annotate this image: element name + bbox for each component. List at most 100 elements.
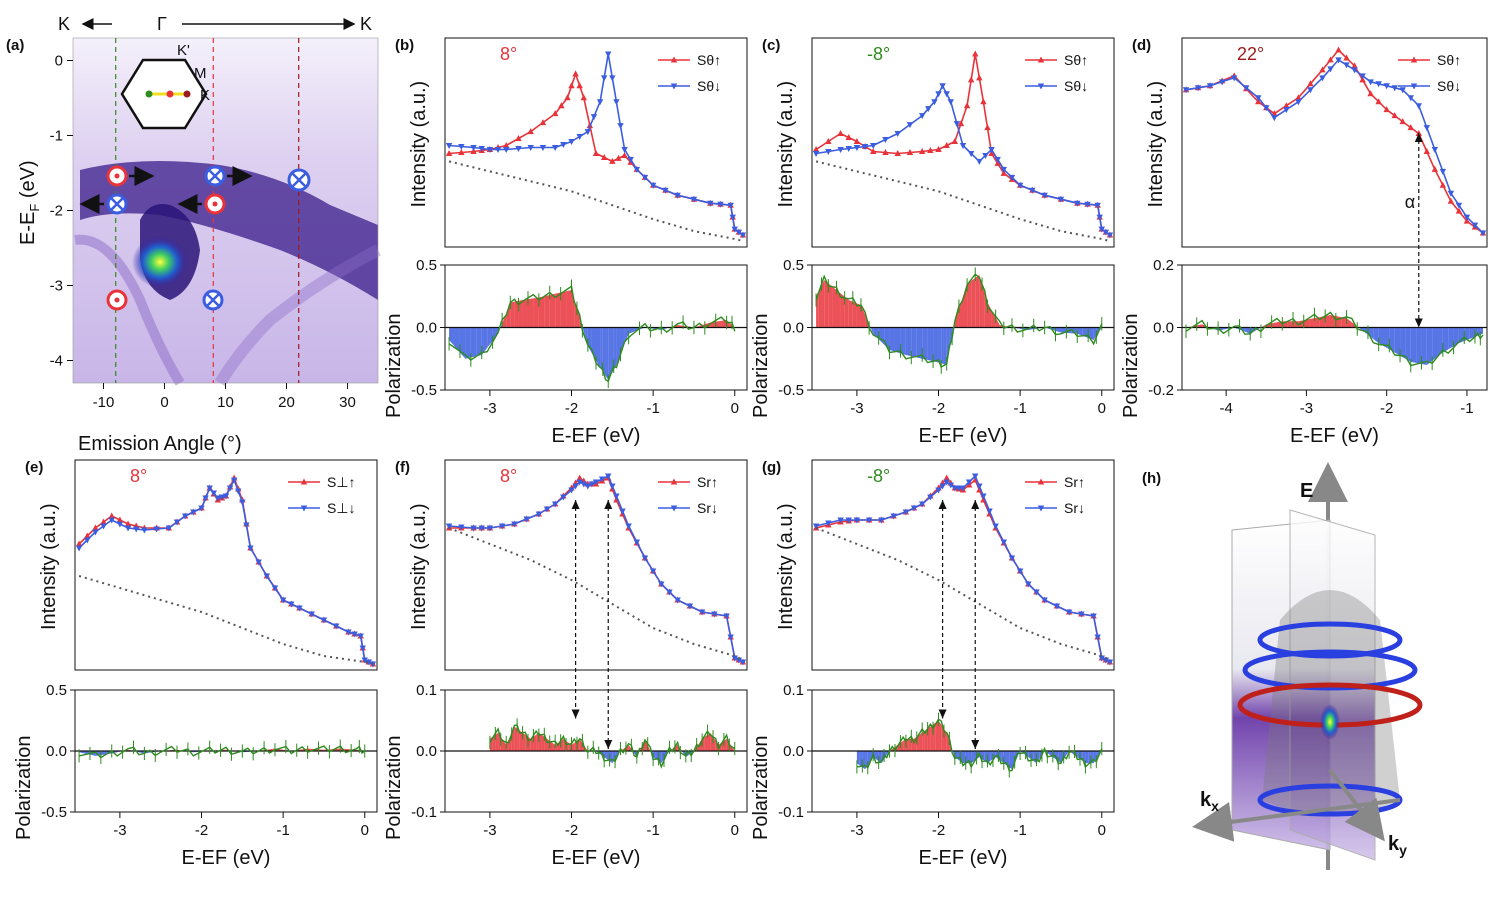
polarization-negative (941, 327, 944, 365)
x-tick-label: 10 (217, 394, 234, 411)
marker-down (124, 525, 132, 532)
polarization-positive (971, 277, 976, 328)
marker-down (1057, 196, 1065, 203)
marker-down (279, 597, 287, 604)
polarization-negative (963, 751, 966, 764)
marker-down (861, 143, 869, 150)
marker-down (727, 634, 734, 641)
x-tick-label: -4 (1219, 400, 1232, 417)
polarization-positive (995, 317, 1000, 328)
arrow-head-down-icon (571, 709, 580, 719)
marker-down (263, 573, 271, 580)
marker-up (972, 50, 979, 57)
x-axis-label: E-EF (eV) (919, 847, 1008, 869)
marker-down (173, 519, 181, 526)
marker-down (976, 483, 983, 490)
marker-down (478, 525, 485, 532)
arrow-head-down-icon (971, 740, 980, 749)
y-tick-label: 0.1 (416, 682, 437, 699)
bz-point-green (145, 90, 153, 98)
polarization-positive (566, 290, 572, 328)
polarization-negative (862, 751, 866, 770)
marker-up (503, 142, 510, 148)
polarization-positive (647, 744, 651, 751)
marker-down (596, 99, 604, 106)
y-tick-label: -0.1 (411, 804, 437, 821)
polarization-positive (905, 738, 909, 751)
polarization-negative (1480, 327, 1483, 335)
marker-down (198, 505, 205, 512)
background-curve (448, 527, 744, 661)
x-tick-label: -3 (113, 822, 126, 839)
polarization-positive (518, 300, 523, 328)
polarization-positive (1287, 321, 1294, 328)
marker-up (1399, 118, 1406, 125)
marker-down (959, 143, 967, 149)
panel-e: (e) 8° Intensity (a.u.) Polarization E-EF (e… (13, 459, 378, 869)
polarization-positive (527, 298, 534, 328)
x-tick-label: -1 (646, 822, 659, 839)
marker-down (1106, 232, 1114, 239)
polarization-positive (571, 742, 575, 751)
y-tick-label: 0.0 (416, 743, 437, 760)
marker-down (1399, 87, 1406, 94)
polarization-negative (1028, 751, 1032, 760)
marker-down (1407, 95, 1414, 102)
marker-up (870, 147, 877, 154)
background-curve (815, 160, 1111, 242)
polarization-positive (856, 303, 861, 328)
marker-down (633, 539, 641, 546)
marker-down (825, 520, 832, 527)
polarization-positive (828, 283, 833, 328)
y-tick-label: -4 (50, 353, 63, 370)
marker-down (1343, 62, 1350, 69)
polarization-positive (1309, 318, 1315, 328)
marker-down (739, 232, 747, 239)
marker-down (882, 137, 889, 144)
marker-up (576, 82, 583, 89)
panel-f: (f) 8° Intensity (a.u.) Polarization E-EF (e… (383, 459, 748, 869)
y-tick-label: -0.2 (1148, 382, 1174, 399)
marker-down (226, 485, 234, 492)
marker-down (1327, 66, 1334, 73)
marker-down (967, 150, 975, 157)
marker-down (271, 585, 279, 592)
marker-down (1319, 75, 1326, 82)
x-tick-label: -3 (1300, 400, 1313, 417)
polarization-positive (938, 720, 942, 751)
legend-entry: Sr↑ (697, 474, 718, 490)
marker-down (1090, 613, 1097, 620)
marker-up (927, 146, 934, 153)
intensity-frame (811, 459, 1115, 671)
spin-texture-upper-ring (1257, 621, 1403, 659)
bz-label-m: M (194, 65, 207, 82)
legend-entry: Sθ↑ (697, 52, 721, 68)
polarization-positive (503, 740, 507, 751)
marker-up (1307, 80, 1314, 87)
marker-down (939, 483, 946, 490)
marker-up (812, 145, 820, 152)
marker-down (116, 521, 124, 528)
polarization-positive (824, 280, 829, 328)
marker-down (982, 152, 989, 159)
marker-down (1074, 200, 1081, 207)
polarization-negative (605, 327, 609, 380)
marker-down (1307, 87, 1314, 94)
marker-down (296, 605, 303, 612)
polarization-positive (903, 738, 906, 751)
marker-down (523, 516, 530, 523)
polarization-negative (606, 751, 610, 762)
marker-down (1295, 99, 1302, 106)
polarization-positive (924, 728, 928, 751)
marker-down (1016, 568, 1024, 575)
marker-down (965, 479, 973, 486)
polarization-negative (859, 751, 863, 768)
marker-down (1094, 634, 1101, 641)
panel-label: (g) (762, 459, 781, 476)
marker-up (918, 147, 926, 154)
alpha-annotation: α (1405, 192, 1415, 212)
angle-label: 22° (1237, 44, 1264, 64)
marker-down (735, 229, 743, 236)
polarization-positive (1341, 317, 1347, 328)
polarization-line (78, 745, 366, 759)
